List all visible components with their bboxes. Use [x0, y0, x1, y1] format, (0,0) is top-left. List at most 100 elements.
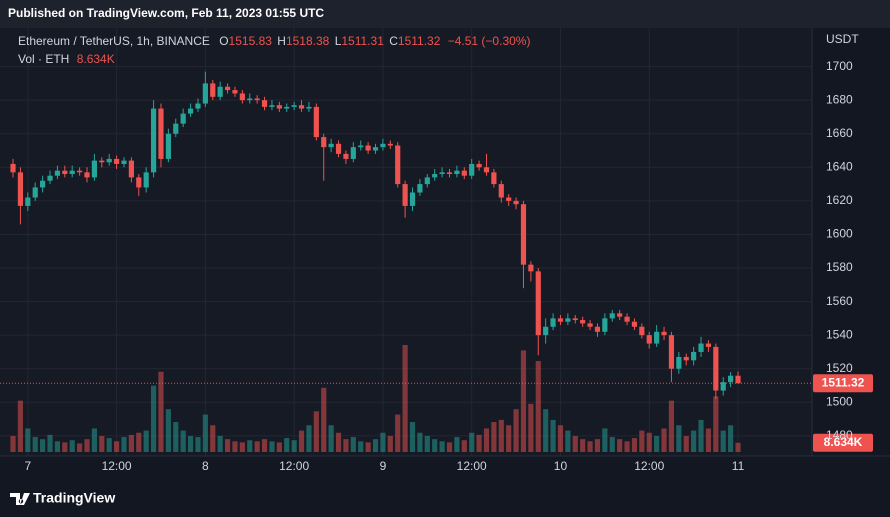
logo-icon: [10, 493, 30, 505]
volume-bar: [114, 441, 120, 452]
volume-bar: [32, 437, 38, 452]
volume-bar: [409, 422, 416, 452]
volume-bar: [47, 434, 53, 452]
volume-bar: [668, 400, 675, 452]
candle-body: [565, 318, 571, 322]
ohlc-value: 1511.31: [341, 34, 384, 48]
volume-tag: [813, 433, 873, 452]
candle-body: [594, 326, 601, 332]
volume-bar: [187, 435, 194, 452]
y-tick-label: 1560: [826, 294, 853, 308]
volume-bar: [180, 430, 186, 452]
volume-bar: [121, 437, 127, 452]
footer: [0, 480, 890, 517]
candle-body: [720, 382, 726, 391]
volume-bar: [728, 425, 734, 452]
volume-bar: [439, 441, 445, 452]
candle-body: [602, 318, 608, 332]
volume-bar: [446, 442, 453, 452]
candle-body: [143, 172, 149, 188]
published-note: Published on TradingView.com, Feb 11, 20…: [8, 6, 324, 20]
brand: TradingView: [33, 490, 115, 506]
volume-bar: [128, 434, 134, 452]
volume-bar: [69, 440, 75, 452]
candle-body: [313, 106, 319, 138]
y-tick-label: 1500: [826, 394, 853, 408]
candle-body: [114, 158, 120, 164]
candle-body: [77, 170, 83, 173]
candle-body: [728, 375, 734, 383]
volume-bar: [491, 422, 497, 452]
volume-bar: [683, 435, 689, 452]
volume-bar: [173, 422, 179, 452]
y-tick-label: 1660: [826, 126, 853, 140]
y-tick-label: 1540: [826, 327, 853, 341]
candle-body: [69, 170, 75, 175]
volume-bar: [609, 437, 615, 452]
volume-bar: [528, 403, 534, 452]
candle-body: [158, 108, 164, 159]
volume-bar: [358, 441, 364, 452]
candle-body: [668, 335, 675, 369]
candle-body: [121, 160, 127, 164]
volume-bar: [520, 350, 527, 452]
volume-bar: [284, 438, 290, 452]
candle-body: [62, 170, 68, 175]
price-tag: [813, 374, 873, 393]
volume-bar: [535, 361, 541, 452]
legend: Ethereum / TetherUS, 1h, BINANCE O1515.8…: [18, 34, 530, 48]
volume-bar: [17, 400, 24, 452]
x-tick-label: 12:00: [102, 459, 132, 473]
volume-bar: [565, 430, 571, 452]
volume-bar: [202, 414, 208, 452]
y-tick-label: 1520: [826, 361, 853, 375]
candle-body: [136, 177, 142, 188]
top-bar: [0, 0, 890, 28]
candle-body: [106, 158, 112, 163]
volume-bar: [402, 345, 408, 452]
candle-body: [387, 143, 393, 146]
volume-bar: [335, 432, 342, 452]
y-tick-label: 1640: [826, 159, 853, 173]
ohlc-value: 1511.32: [398, 34, 441, 48]
volume-bar: [580, 439, 586, 452]
grid: [0, 28, 812, 456]
candle-body: [535, 271, 541, 336]
volume-bar: [617, 439, 623, 452]
ohlc-prefix: L: [335, 34, 342, 48]
candle-body: [543, 326, 549, 336]
candle-body: [54, 170, 60, 176]
candle-body: [491, 172, 497, 185]
volume-bar: [698, 419, 704, 452]
volume-bar: [224, 439, 231, 452]
volume-bar: [321, 387, 327, 452]
candle-body: [25, 197, 31, 206]
volume-bar: [461, 440, 467, 452]
candle-body: [180, 113, 186, 124]
candle-body: [306, 106, 312, 109]
volume-tag-text: 8.634K: [824, 435, 863, 449]
candle-body: [335, 143, 342, 154]
volume-bar: [720, 430, 726, 452]
candle-body: [639, 326, 645, 336]
candle-body: [402, 184, 408, 206]
candle-body: [454, 170, 460, 175]
volume-bar: [550, 419, 556, 452]
volume-bar: [84, 439, 90, 452]
volume-bar: [594, 439, 601, 452]
volume-bar: [25, 428, 31, 452]
ohlc-prefix: H: [277, 34, 286, 48]
volume-value: 8.634K: [77, 52, 115, 66]
volume-bar: [350, 437, 356, 452]
volume-bar: [328, 425, 334, 452]
ohlc-value: 1518.38: [286, 34, 330, 48]
volume-bar: [210, 425, 216, 452]
volume-bar: [417, 432, 423, 452]
volume-bar: [387, 435, 393, 452]
volume-bar: [217, 435, 223, 452]
symbol: Ethereum / TetherUS, 1h, BINANCE: [18, 34, 210, 48]
volume-bar: [261, 439, 268, 452]
volume-bar: [676, 425, 682, 452]
volume-bar: [572, 435, 578, 452]
